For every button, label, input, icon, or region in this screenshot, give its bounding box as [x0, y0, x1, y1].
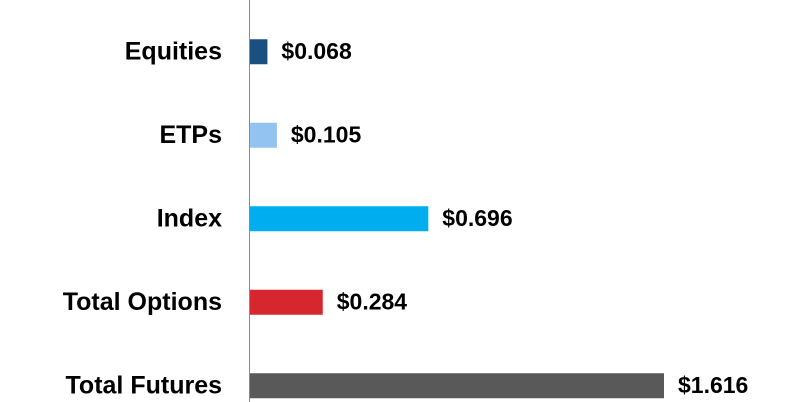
value-label: $1.616	[678, 372, 748, 398]
category-label: Index	[157, 204, 222, 232]
bar	[250, 39, 268, 65]
bar	[250, 373, 664, 399]
bar	[250, 122, 277, 148]
category-label: Equities	[125, 37, 222, 65]
category-label: Total Options	[63, 288, 222, 316]
value-label: $0.696	[442, 205, 512, 231]
category-label: ETPs	[159, 121, 222, 149]
value-label: $0.068	[281, 38, 352, 64]
bar	[250, 289, 323, 315]
value-label: $0.105	[291, 121, 362, 147]
bar	[250, 206, 429, 232]
value-label: $0.284	[337, 288, 408, 314]
category-label: Total Futures	[66, 371, 222, 399]
